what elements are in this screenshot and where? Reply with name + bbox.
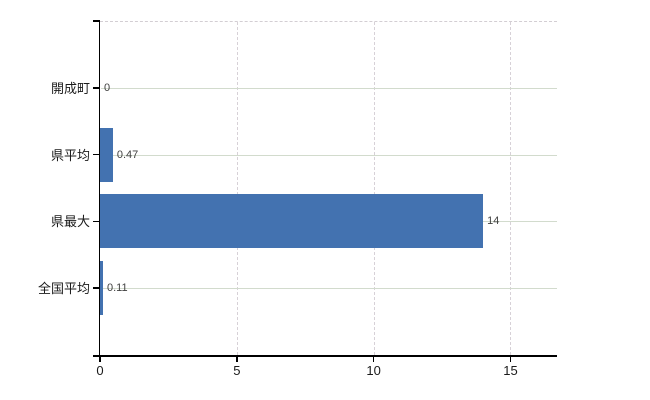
value-label: 0.11: [107, 282, 128, 295]
y-tick: [93, 220, 100, 223]
value-label: 0: [104, 81, 111, 94]
h-gridline: [101, 154, 557, 156]
category-label: 全国平均: [37, 281, 90, 297]
bar: [100, 261, 103, 316]
x-tick-label: 15: [503, 363, 518, 378]
x-axis: [93, 355, 557, 357]
v-gridline: [236, 22, 238, 355]
category-label: 県平均: [50, 147, 90, 163]
x-tick: [99, 355, 101, 362]
v-gridline: [510, 22, 512, 355]
y-tick: [93, 87, 100, 89]
x-tick: [509, 355, 512, 362]
category-label: 県最大: [50, 214, 90, 230]
x-tick-label: 10: [366, 363, 381, 378]
h-gridline: [101, 288, 557, 290]
bar: [100, 127, 113, 182]
x-tick-label: 5: [233, 363, 241, 378]
x-tick: [372, 355, 375, 362]
y-tick: [93, 287, 100, 289]
bar: [100, 194, 484, 249]
y-axis-top-tick: [93, 20, 100, 22]
category-label: 開成町: [50, 80, 90, 96]
x-tick: [236, 355, 238, 362]
plot-top-border: [100, 21, 557, 22]
value-label: 14: [487, 215, 500, 228]
y-tick: [93, 153, 100, 156]
y-axis: [98, 21, 100, 355]
x-tick-label: 0: [96, 363, 104, 378]
h-gridline: [101, 87, 557, 89]
v-gridline: [373, 22, 375, 355]
value-label: 0.47: [116, 148, 139, 161]
